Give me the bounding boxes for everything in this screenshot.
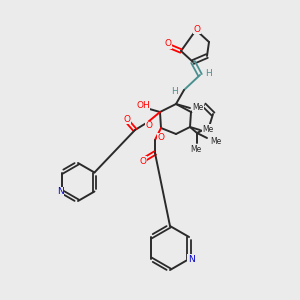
Text: O: O xyxy=(158,134,164,142)
Text: O: O xyxy=(140,157,146,166)
Text: Me: Me xyxy=(192,103,204,112)
Text: Me: Me xyxy=(210,137,222,146)
Text: OH: OH xyxy=(136,101,150,110)
Text: N: N xyxy=(57,187,64,196)
Text: Me: Me xyxy=(190,146,202,154)
Text: O: O xyxy=(164,40,172,49)
Text: O: O xyxy=(194,25,200,34)
Text: N: N xyxy=(188,254,194,263)
Text: O: O xyxy=(124,115,130,124)
Text: O: O xyxy=(146,122,152,130)
Text: H: H xyxy=(171,86,177,95)
Text: H: H xyxy=(206,68,212,77)
Text: Me: Me xyxy=(202,124,214,134)
